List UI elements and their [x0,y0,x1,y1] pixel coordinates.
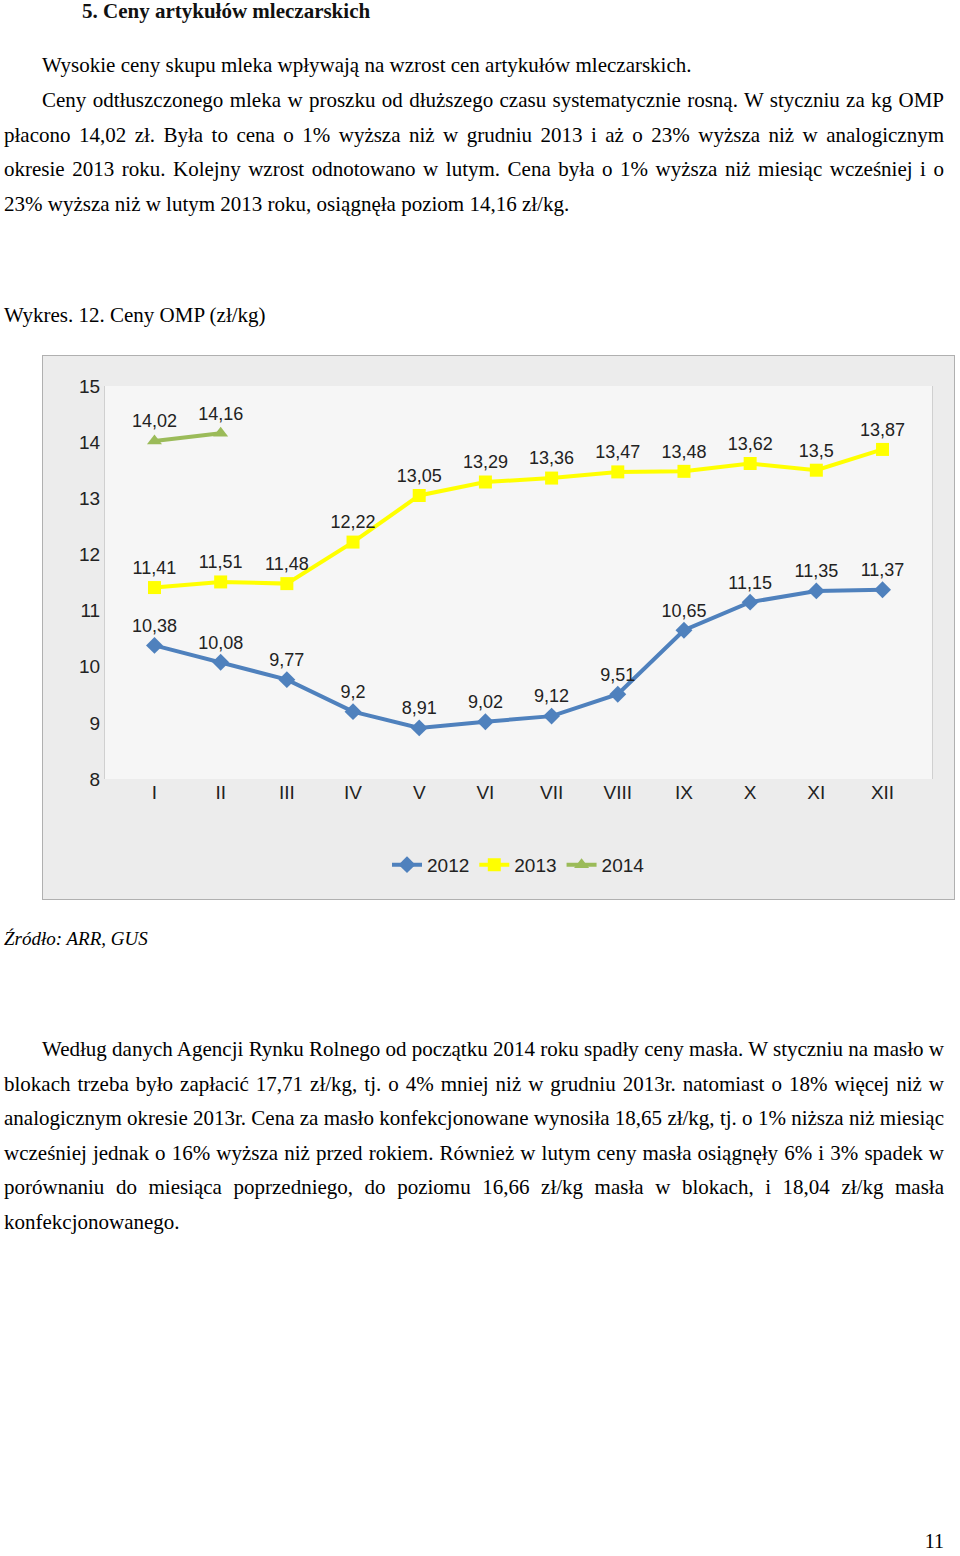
svg-text:8: 8 [90,769,101,790]
svg-text:XI: XI [807,782,825,803]
html-text:11: 11 [924,1530,944,1552]
svg-text:III: III [279,782,295,803]
svg-text:9,2: 9,2 [341,682,366,702]
svg-text:13,5: 13,5 [799,441,834,461]
svg-text:VI: VI [476,782,494,803]
svg-text:I: I [152,782,157,803]
svg-text:9,12: 9,12 [534,686,569,706]
svg-text:8,91: 8,91 [402,698,437,718]
svg-text:14: 14 [79,432,101,453]
html-text:Według danych Agencji Rynku Ro: Według danych Agencji Rynku Rolnego od p… [4,1037,944,1234]
svg-text:11: 11 [80,600,100,621]
html-text:Źródło: ARR, GUS: Źródło: ARR, GUS [4,928,148,949]
svg-text:14,16: 14,16 [198,404,243,424]
svg-text:11,15: 11,15 [728,573,772,593]
svg-text:13: 13 [79,488,100,509]
svg-text:10: 10 [79,656,100,677]
html-text:5. Ceny artykułów mleczarskich: 5. Ceny artykułów mleczarskich [82,0,371,23]
svg-text:X: X [744,782,757,803]
svg-text:VII: VII [540,782,563,803]
svg-text:9,77: 9,77 [269,650,304,670]
svg-text:9,51: 9,51 [600,665,635,685]
svg-text:IX: IX [675,782,693,803]
svg-text:10,38: 10,38 [132,616,177,636]
svg-text:9: 9 [90,713,101,734]
svg-text:14,02: 14,02 [132,411,177,431]
svg-text:2013: 2013 [514,855,556,876]
html-text:Ceny odtłuszczonego mleka w pr: Ceny odtłuszczonego mleka w proszku od d… [4,88,944,216]
svg-text:12: 12 [79,544,100,565]
svg-text:10,08: 10,08 [198,633,243,653]
svg-text:13,05: 13,05 [397,466,442,486]
html-text:Wysokie ceny skupu mleka wpływ: Wysokie ceny skupu mleka wpływają na wzr… [42,53,692,77]
svg-text:11,37: 11,37 [861,560,905,580]
svg-text:11,35: 11,35 [794,561,838,581]
svg-text:XII: XII [871,782,894,803]
svg-text:2014: 2014 [602,855,645,876]
svg-text:13,36: 13,36 [529,448,574,468]
svg-text:11,51: 11,51 [199,552,243,572]
svg-text:10,65: 10,65 [661,601,706,621]
svg-text:9,02: 9,02 [468,692,503,712]
svg-text:13,29: 13,29 [463,452,508,472]
svg-text:13,47: 13,47 [595,442,640,462]
svg-text:2012: 2012 [427,855,469,876]
svg-text:V: V [413,782,426,803]
svg-text:13,62: 13,62 [728,434,773,454]
html-text:Wykres. 12. Ceny OMP (zł/kg): Wykres. 12. Ceny OMP (zł/kg) [4,303,266,327]
svg-text:II: II [215,782,226,803]
svg-text:13,48: 13,48 [661,442,706,462]
svg-text:13,87: 13,87 [860,420,905,440]
svg-text:12,22: 12,22 [331,512,376,532]
svg-text:15: 15 [79,376,100,397]
svg-text:VIII: VIII [604,782,633,803]
svg-text:11,41: 11,41 [133,558,177,578]
svg-text:11,48: 11,48 [265,554,309,574]
svg-text:IV: IV [344,782,362,803]
